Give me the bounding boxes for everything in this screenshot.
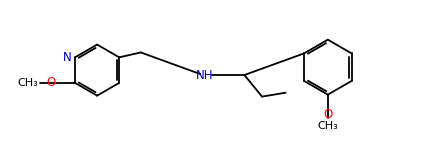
Text: O: O bbox=[323, 108, 333, 121]
Text: CH₃: CH₃ bbox=[17, 78, 38, 88]
Text: NH: NH bbox=[196, 69, 214, 81]
Text: N: N bbox=[63, 51, 72, 64]
Text: O: O bbox=[46, 76, 55, 89]
Text: CH₃: CH₃ bbox=[317, 121, 338, 131]
